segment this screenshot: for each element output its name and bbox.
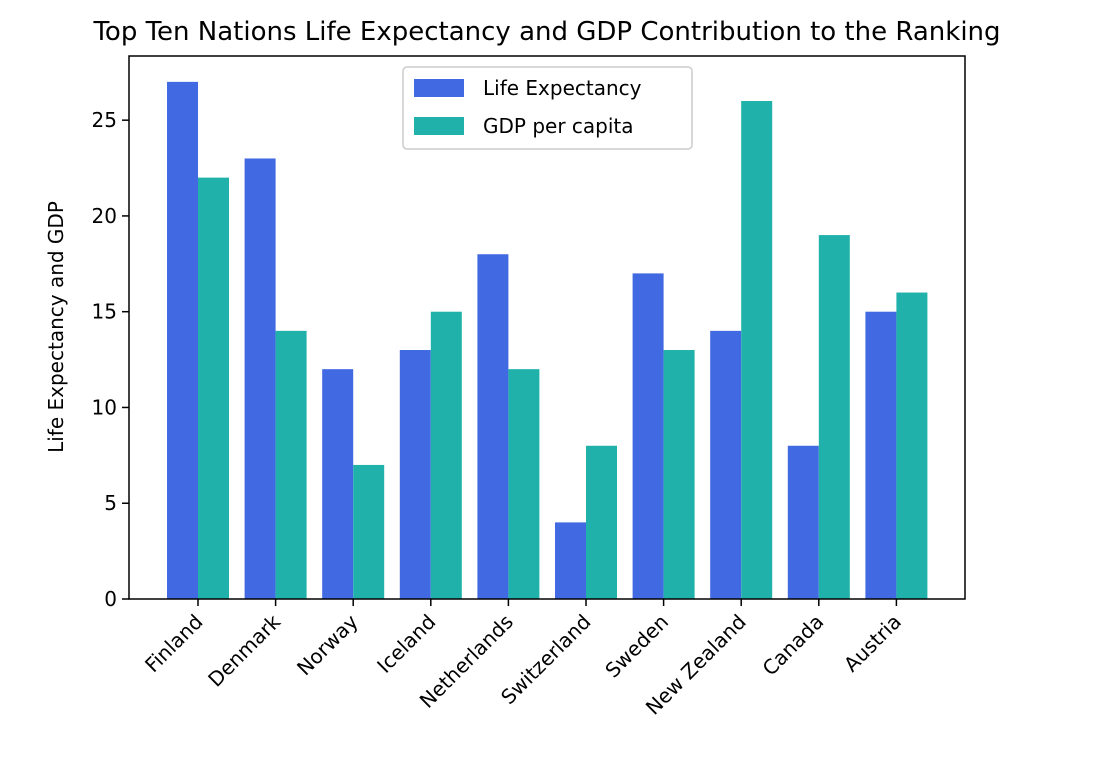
legend-box bbox=[402, 66, 693, 150]
bar-life-expectancy-norway bbox=[322, 369, 354, 599]
bar-life-expectancy-sweden bbox=[632, 273, 664, 599]
x-tick-label: Iceland bbox=[372, 610, 440, 678]
x-tick-label: Finland bbox=[140, 610, 208, 678]
y-axis-label: Life Expectancy and GDP bbox=[44, 201, 68, 453]
y-tick-label: 15 bbox=[92, 300, 117, 324]
y-tick-label: 10 bbox=[92, 395, 117, 419]
bar-life-expectancy-new-zealand bbox=[710, 330, 742, 599]
legend-label-gdp-per-capita: GDP per capita bbox=[483, 114, 634, 138]
bar-gdp-per-capita-sweden bbox=[663, 350, 695, 599]
bar-life-expectancy-denmark bbox=[244, 158, 276, 599]
y-tick-label: 25 bbox=[92, 108, 117, 132]
bar-life-expectancy-netherlands bbox=[477, 254, 509, 600]
x-tick-label: Denmark bbox=[203, 609, 285, 691]
legend-swatch-life-expectancy bbox=[414, 79, 464, 97]
y-tick-label: 20 bbox=[92, 204, 117, 228]
legend[interactable]: Life Expectancy GDP per capita bbox=[402, 66, 693, 150]
bar-gdp-per-capita-finland bbox=[198, 177, 229, 599]
bar-gdp-per-capita-norway bbox=[353, 464, 385, 599]
chart-title: Top Ten Nations Life Expectancy and GDP … bbox=[92, 17, 1000, 47]
bar-life-expectancy-canada bbox=[787, 445, 819, 599]
bar-life-expectancy-austria bbox=[865, 311, 897, 599]
bar-gdp-per-capita-netherlands bbox=[508, 369, 540, 599]
y-tick-label: 0 bbox=[104, 587, 117, 611]
x-tick-label: Austria bbox=[839, 610, 906, 677]
bar-gdp-per-capita-iceland bbox=[430, 311, 462, 599]
bar-gdp-per-capita-austria bbox=[896, 292, 928, 599]
y-axis: 0 5 10 15 20 25 bbox=[92, 108, 129, 611]
bar-gdp-per-capita-canada bbox=[818, 235, 850, 599]
bars-layer bbox=[167, 81, 928, 600]
legend-swatch-gdp-per-capita bbox=[414, 117, 464, 135]
bar-life-expectancy-iceland bbox=[399, 350, 431, 599]
x-tick-label: Sweden bbox=[600, 610, 673, 683]
bar-life-expectancy-switzerland bbox=[555, 522, 586, 599]
x-tick-label: Canada bbox=[758, 610, 829, 681]
bar-gdp-per-capita-switzerland bbox=[586, 445, 617, 599]
y-tick-label: 5 bbox=[104, 491, 117, 515]
plot-frame bbox=[128, 55, 966, 600]
bar-gdp-per-capita-denmark bbox=[275, 330, 307, 599]
legend-label-life-expectancy: Life Expectancy bbox=[483, 76, 642, 100]
bar-life-expectancy-finland bbox=[167, 81, 198, 600]
bar-gdp-per-capita-new-zealand bbox=[741, 101, 773, 599]
x-tick-label: Norway bbox=[292, 609, 363, 680]
